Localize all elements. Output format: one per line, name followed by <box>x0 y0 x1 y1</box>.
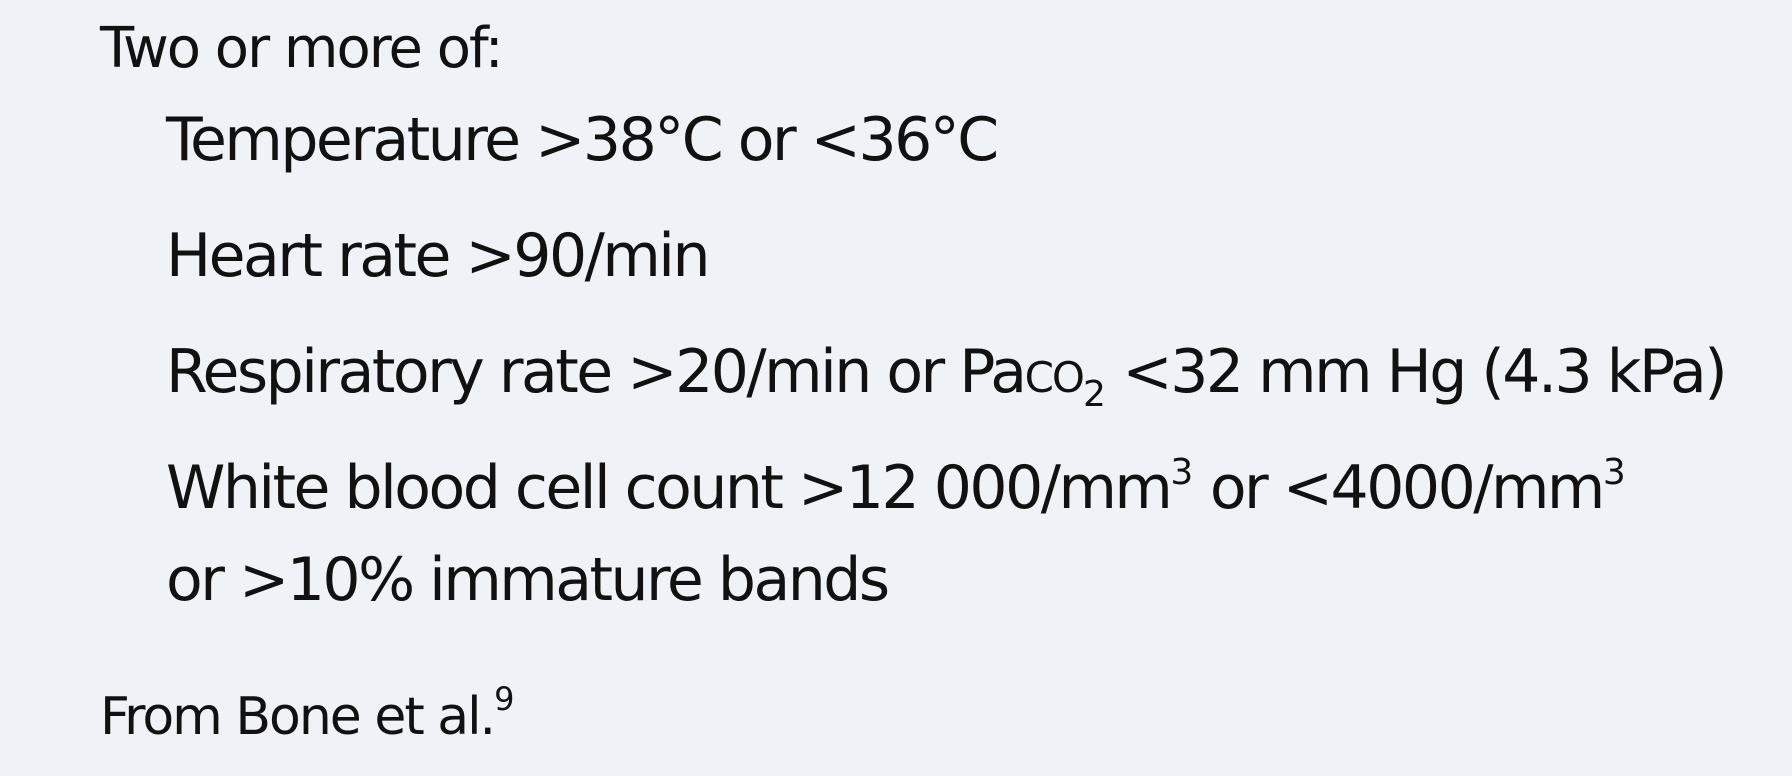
criterion-wbc-continuation: or >10% immature bands <box>166 545 890 615</box>
paco2-pa: Pa <box>959 337 1027 407</box>
paco2-subscript: 2 <box>1082 374 1106 415</box>
criterion-temperature: Temperature >38°C or <36°C <box>166 105 999 175</box>
paco2-co: co <box>1024 337 1085 407</box>
wbc-superscript-2: 3 <box>1602 452 1626 493</box>
respiratory-threshold: <32 mm Hg (4.3 kPa) <box>1105 337 1727 407</box>
criterion-wbc: White blood cell count >12 000/mm3 or <4… <box>166 452 1626 524</box>
respiratory-text: Respiratory rate >20/min or <box>166 337 960 407</box>
wbc-text: White blood cell count >12 000/mm <box>166 453 1173 523</box>
source-citation: From Bone et al.9 <box>100 683 514 750</box>
criteria-heading: Two or more of: <box>100 16 504 81</box>
reference-number: 9 <box>494 680 515 718</box>
criterion-heart-rate: Heart rate >90/min <box>166 221 711 291</box>
criterion-respiratory-rate: Respiratory rate >20/min or Paco2 <32 mm… <box>166 336 1728 413</box>
wbc-text-2: or <4000/mm <box>1193 453 1606 523</box>
wbc-superscript-1: 3 <box>1170 452 1194 493</box>
source-text: From Bone et al. <box>100 687 496 747</box>
